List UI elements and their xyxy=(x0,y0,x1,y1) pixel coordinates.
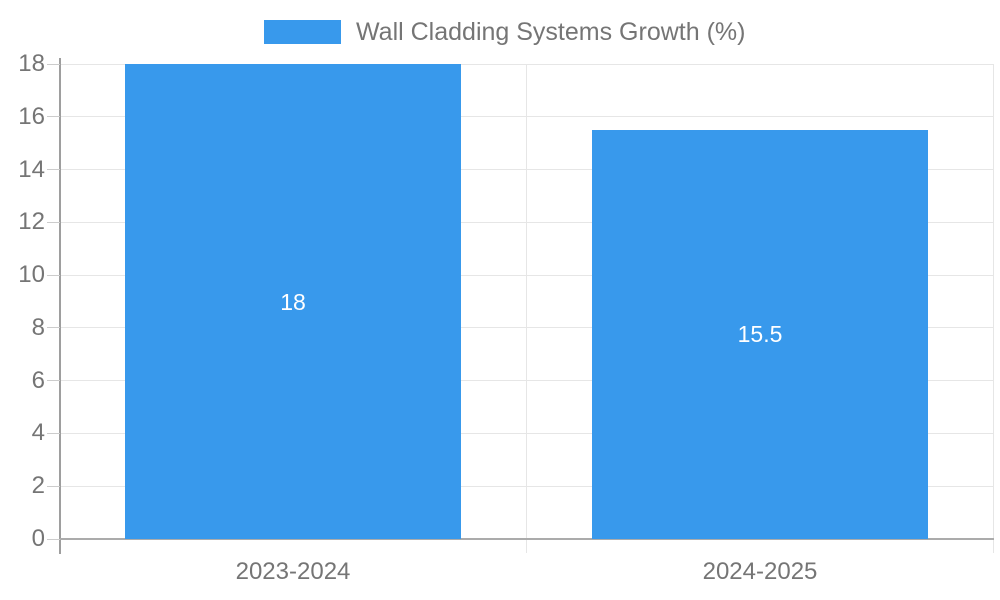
y-tick-mark xyxy=(47,432,60,434)
y-tick-label: 6 xyxy=(31,366,45,394)
y-tick-label: 10 xyxy=(18,261,45,289)
y-tick-mark xyxy=(47,274,60,276)
y-tick-mark xyxy=(47,485,60,487)
legend-swatch xyxy=(264,20,341,44)
gridline xyxy=(61,63,993,65)
bar-value-label: 18 xyxy=(280,289,306,315)
legend-label: Wall Cladding Systems Growth (%) xyxy=(356,18,746,46)
y-tick-label: 12 xyxy=(18,208,45,236)
gridline xyxy=(61,327,993,329)
y-tick-label: 0 xyxy=(31,525,45,552)
x-axis-label: 2024-2025 xyxy=(702,558,818,585)
y-tick-mark xyxy=(47,116,60,118)
gridline xyxy=(61,432,993,434)
category-divider-line xyxy=(526,64,527,553)
gridline xyxy=(61,274,993,276)
x-axis-line xyxy=(60,538,994,540)
gridline xyxy=(61,380,993,382)
gridline xyxy=(61,116,993,118)
y-tick-mark xyxy=(47,327,60,329)
y-tick-label: 16 xyxy=(18,102,45,130)
gridline xyxy=(61,221,993,223)
y-tick-label: 4 xyxy=(31,419,45,447)
gridline xyxy=(61,169,993,171)
y-tick-mark xyxy=(47,63,60,65)
y-tick-mark xyxy=(47,169,60,171)
x-axis-label: 2023-2024 xyxy=(235,558,351,585)
y-tick-label: 18 xyxy=(18,50,45,77)
y-tick-label: 8 xyxy=(31,313,45,341)
y-tick-mark xyxy=(47,221,60,223)
plot-right-border-line xyxy=(992,64,994,553)
bar xyxy=(125,64,461,539)
y-tick-label: 2 xyxy=(31,472,45,500)
y-tick-mark xyxy=(47,538,60,540)
y-tick-label: 14 xyxy=(18,155,45,183)
y-tick-mark xyxy=(47,380,60,382)
bar xyxy=(592,129,928,539)
y-axis-line xyxy=(59,58,61,554)
gridline xyxy=(61,485,993,487)
bar-value-label: 15.5 xyxy=(737,321,783,347)
